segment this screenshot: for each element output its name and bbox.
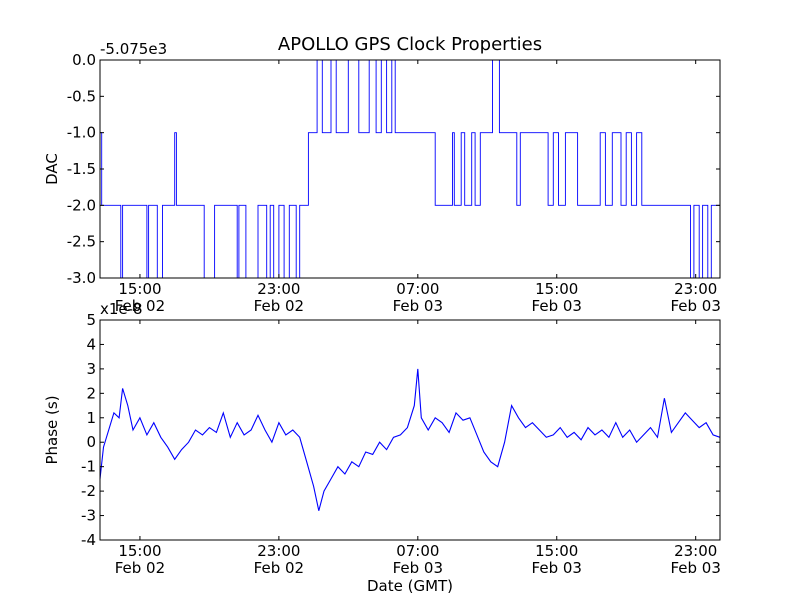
dac-ytick-label: 0.0: [72, 51, 96, 69]
phase-xtick-date: Feb 03: [393, 559, 443, 577]
phase-ytick-label: 5: [86, 311, 96, 329]
dac-xtick-time: 07:00: [396, 280, 439, 298]
dac-xtick-time: 23:00: [257, 280, 300, 298]
dac-offset-label: -5.075e3: [100, 40, 167, 58]
dac-xtick-time: 15:00: [118, 280, 161, 298]
dac-xtick-time: 15:00: [535, 280, 578, 298]
phase-xtick-date: Feb 02: [115, 559, 165, 577]
phase-ytick-label: 1: [86, 409, 96, 427]
dac-xtick-date: Feb 03: [532, 297, 582, 315]
dac-xtick-time: 23:00: [674, 280, 717, 298]
phase-y-axis-label: Phase (s): [43, 395, 61, 464]
phase-ytick-label: 4: [86, 335, 96, 353]
phase-xtick-time: 07:00: [396, 542, 439, 560]
phase-offset-label: x1e-8: [100, 300, 143, 318]
phase-axes-frame: [99, 319, 721, 541]
dac-y-axis-label: DAC: [43, 153, 61, 185]
dac-ytick-label: -2.5: [67, 233, 96, 251]
dac-xtick-date: Feb 02: [254, 297, 304, 315]
phase-ytick-label: -3: [81, 507, 96, 525]
phase-xtick-time: 23:00: [674, 542, 717, 560]
phase-xtick-date: Feb 02: [254, 559, 304, 577]
dac-xtick-date: Feb 02: [115, 297, 165, 315]
dac-ytick-label: -0.5: [67, 87, 96, 105]
phase-ytick-label: 3: [86, 360, 96, 378]
phase-ytick-label: -2: [81, 482, 96, 500]
phase-ytick-label: -1: [81, 458, 96, 476]
dac-ytick-label: -1.5: [67, 160, 96, 178]
phase-xtick-date: Feb 03: [532, 559, 582, 577]
x-axis-label: Date (GMT): [367, 577, 453, 595]
phase-xtick-time: 15:00: [535, 542, 578, 560]
figure-title: APOLLO GPS Clock Properties: [278, 34, 542, 55]
phase-ytick-label: 0: [86, 433, 96, 451]
dac-ytick-label: -2.0: [67, 196, 96, 214]
phase-xtick-time: 15:00: [118, 542, 161, 560]
phase-ytick-label: 2: [86, 384, 96, 402]
phase-series-line: [99, 368, 721, 511]
dac-xtick-date: Feb 03: [393, 297, 443, 315]
phase-xtick-date: Feb 03: [670, 559, 720, 577]
phase-xtick-time: 23:00: [257, 542, 300, 560]
phase-ytick-label: -4: [81, 531, 96, 549]
dac-ytick-label: -1.0: [67, 124, 96, 142]
dac-xtick-date: Feb 03: [670, 297, 720, 315]
dac-ytick-label: -3.0: [67, 269, 96, 287]
